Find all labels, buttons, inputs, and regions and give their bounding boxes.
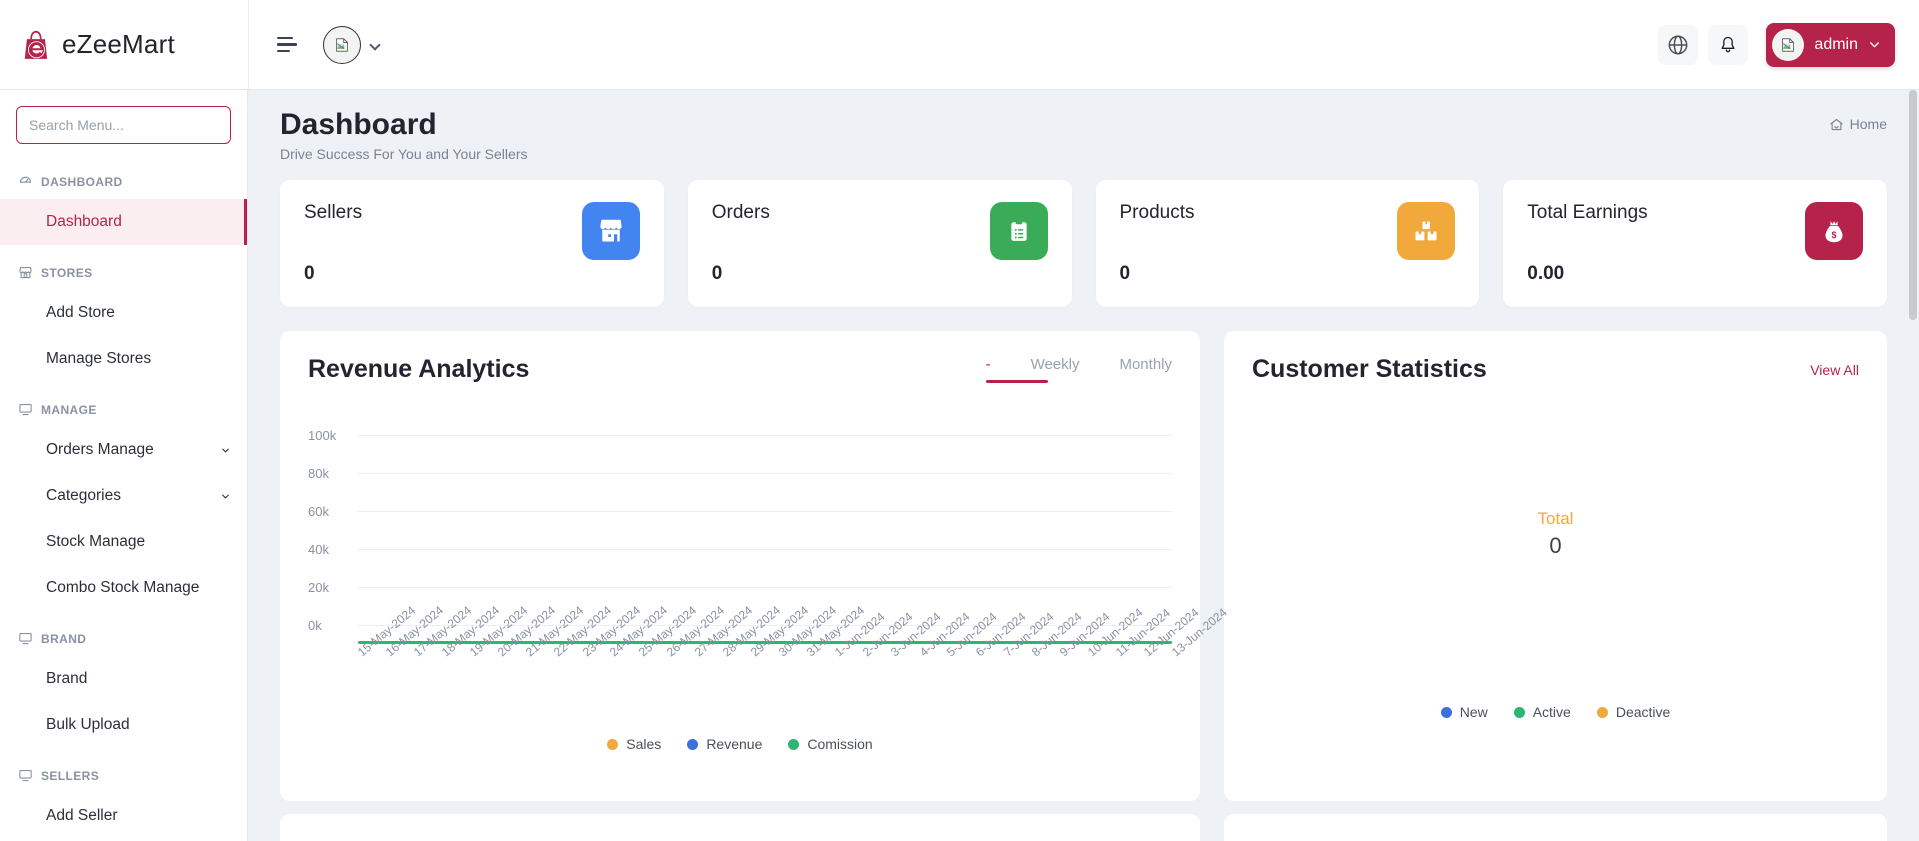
svg-text:$: $: [1831, 230, 1836, 240]
